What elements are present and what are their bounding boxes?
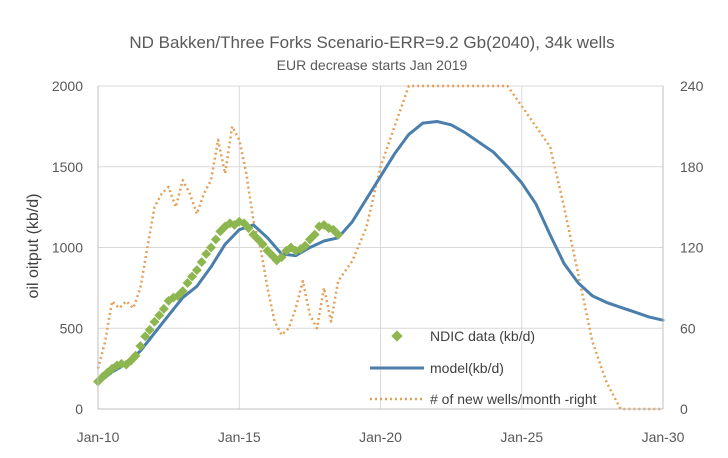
ndic-data-point — [177, 286, 188, 297]
y-tick-label: 1000 — [52, 240, 83, 256]
ndic-data-point — [130, 350, 141, 361]
ndic-data-point — [154, 310, 165, 321]
y2-tick-label: 120 — [680, 240, 704, 256]
x-tick-label: Jan-20 — [359, 429, 402, 445]
legend-label-wells: # of new wells/month -right — [430, 391, 597, 407]
new-wells-series-line — [96, 84, 663, 411]
y-tick-label: 0 — [75, 401, 83, 417]
y2-tick-label: 0 — [680, 401, 688, 417]
ndic-data-point — [276, 252, 287, 263]
x-tick-label: Jan-15 — [218, 429, 261, 445]
ndic-data-point — [201, 249, 212, 259]
ndic-data-point — [243, 223, 254, 234]
legend-label-ndic: NDIC data (kb/d) — [430, 328, 535, 344]
ndic-data-point — [158, 303, 169, 314]
ndic-data-point — [182, 278, 193, 288]
y-axis-label: oil oitput (kb/d) — [25, 194, 42, 299]
ndic-data-point — [210, 234, 221, 245]
series-layer — [93, 84, 665, 411]
y2-tick-label: 180 — [680, 159, 704, 175]
ndic-data-point — [135, 341, 146, 351]
ndic-data-point — [140, 331, 151, 342]
grid-layer — [98, 85, 663, 409]
ndic-data-point — [333, 229, 344, 240]
ndic-data-point — [191, 265, 202, 276]
axis-layer: 0 500 1000 1500 2000 0 60 120 180 240 Jan-10 Jan-15… — [52, 78, 704, 445]
chart-subtitle: EUR decrease starts Jan 2019 — [277, 57, 468, 73]
legend: NDIC data (kb/d) model(kb/d) # of new we… — [370, 328, 597, 407]
y-tick-label: 1500 — [52, 159, 83, 175]
ndic-data-point — [144, 324, 155, 335]
y2-tick-label: 240 — [680, 78, 704, 94]
legend-label-model: model(kb/d) — [430, 360, 504, 376]
ndic-data-point — [300, 240, 311, 251]
ndic-data-point — [309, 229, 320, 240]
ndic-data-point — [149, 316, 160, 327]
chart-title: ND Bakken/Three Forks Scenario-ERR=9.2 G… — [129, 33, 614, 52]
ndic-data-point — [187, 271, 198, 282]
y2-tick-label: 60 — [680, 320, 696, 336]
ndic-data-point — [257, 239, 268, 250]
ndic-data-point — [196, 257, 207, 267]
x-tick-label: Jan-30 — [642, 429, 685, 445]
y-tick-label: 2000 — [52, 78, 83, 94]
x-tick-label: Jan-10 — [77, 429, 120, 445]
x-tick-label: Jan-25 — [500, 429, 543, 445]
ndic-data-point — [206, 242, 216, 253]
y-tick-label: 500 — [60, 320, 84, 336]
legend-marker-ndic — [391, 330, 403, 342]
model-series-line — [96, 120, 665, 385]
